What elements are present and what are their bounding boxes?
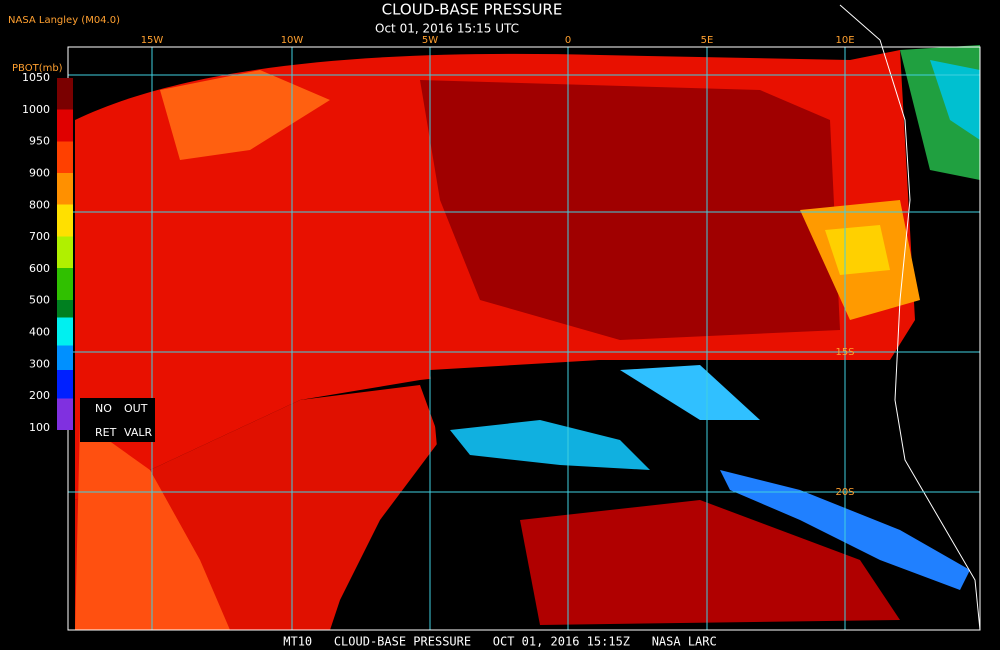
legend-label: 1050 bbox=[22, 71, 50, 84]
dark-red-region bbox=[520, 500, 900, 625]
longitude-label: 5W bbox=[422, 35, 438, 46]
legend-label: 700 bbox=[29, 230, 50, 243]
high-cloud-band bbox=[450, 420, 650, 470]
dark-red-region bbox=[420, 80, 840, 340]
legend-note: OUT bbox=[124, 402, 148, 415]
legend-label: 1000 bbox=[22, 103, 50, 116]
latitude-label: 20S bbox=[835, 487, 854, 498]
latitude-label: 15S bbox=[835, 347, 854, 358]
coastline bbox=[839, 4, 981, 631]
credit: NASA Langley (M04.0) bbox=[8, 15, 120, 26]
title: CLOUD-BASE PRESSURE bbox=[382, 1, 563, 19]
legend-title: PBOT(mb) bbox=[12, 63, 63, 74]
imagery bbox=[68, 4, 981, 631]
longitude-label: 10E bbox=[835, 35, 854, 46]
longitude-label: 10W bbox=[281, 35, 304, 46]
high-cloud-band bbox=[620, 365, 760, 420]
footer: MT10 CLOUD-BASE PRESSURE OCT 01, 2016 15… bbox=[283, 635, 716, 649]
legend-note: VALR bbox=[124, 426, 152, 439]
legend-label: 600 bbox=[29, 262, 50, 275]
longitude-label: 15W bbox=[141, 35, 164, 46]
legend-label: 800 bbox=[29, 198, 50, 211]
longitude-label: 0 bbox=[565, 35, 571, 46]
legend-label: 500 bbox=[29, 294, 50, 307]
legend-label: 950 bbox=[29, 135, 50, 148]
orange-cloud-region bbox=[160, 70, 330, 160]
color-bar bbox=[57, 78, 73, 430]
low-cloud-region bbox=[825, 225, 890, 275]
legend-label: 300 bbox=[29, 357, 50, 370]
legend-label: 400 bbox=[29, 326, 50, 339]
clear-region bbox=[430, 360, 975, 610]
subtitle: Oct 01, 2016 15:15 UTC bbox=[375, 22, 519, 36]
legend-label: 200 bbox=[29, 389, 50, 402]
legend-notes-box bbox=[80, 398, 155, 442]
legend-label: 100 bbox=[29, 421, 50, 434]
legend-note: RET bbox=[95, 426, 117, 439]
longitude-label: 5E bbox=[701, 35, 714, 46]
labels: 1050 1000 950 900 800 700 600 500 400 300 200 100 NO… bbox=[22, 35, 855, 498]
legend-label: 900 bbox=[29, 166, 50, 179]
legend-note: NO bbox=[95, 402, 112, 415]
land bbox=[930, 60, 980, 140]
